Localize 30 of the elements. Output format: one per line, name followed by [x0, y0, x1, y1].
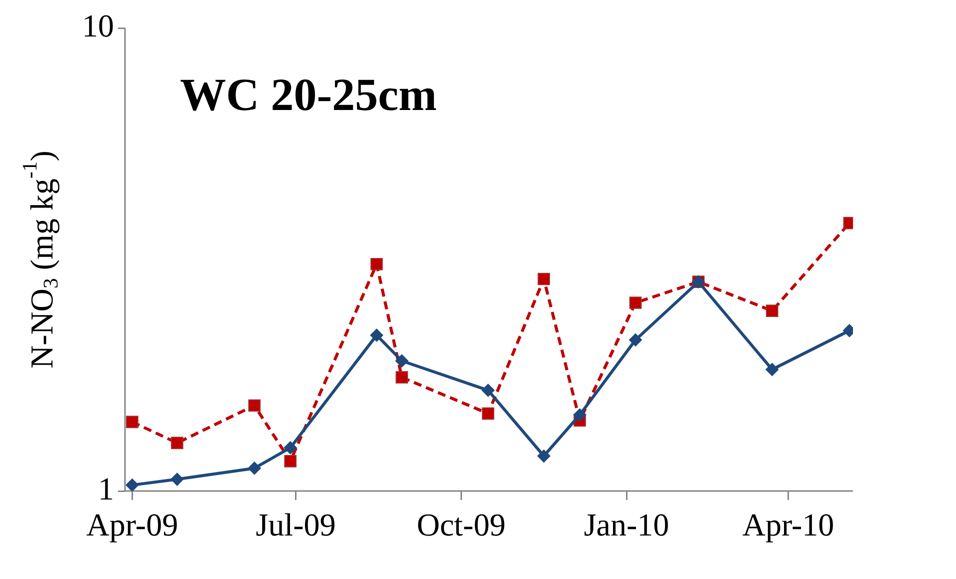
point — [573, 408, 586, 422]
x-tick-label: Apr-10 — [742, 506, 834, 543]
point — [395, 354, 408, 368]
point — [126, 478, 139, 491]
point — [126, 416, 138, 428]
x-tick-label: Jul-09 — [256, 506, 336, 543]
point — [538, 272, 550, 286]
y-tick-label: 10 — [82, 7, 114, 44]
point — [248, 399, 261, 412]
x-tick-label: Jan-10 — [584, 506, 670, 543]
point — [248, 462, 261, 475]
x-tick-label: Oct-09 — [416, 506, 506, 543]
point — [766, 304, 778, 317]
point — [482, 407, 494, 420]
point — [629, 296, 642, 309]
point — [396, 371, 408, 384]
point — [629, 333, 642, 346]
x-tick-label: Apr-09 — [86, 506, 178, 543]
point — [370, 258, 383, 270]
point — [284, 455, 297, 468]
point — [370, 328, 384, 342]
point — [537, 450, 550, 463]
point — [170, 436, 184, 450]
text: WC 20-25cm — [180, 68, 437, 120]
point — [766, 362, 779, 376]
point — [170, 472, 184, 486]
y-tick-label: 1 — [98, 470, 114, 506]
y-axis-title: N-NO3 (mg kg-1) — [18, 150, 62, 368]
point — [482, 384, 495, 397]
point — [284, 441, 297, 454]
